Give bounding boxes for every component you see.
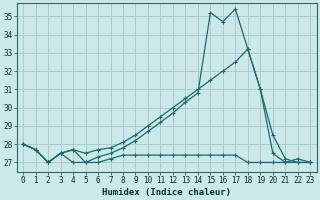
X-axis label: Humidex (Indice chaleur): Humidex (Indice chaleur)	[102, 188, 231, 197]
